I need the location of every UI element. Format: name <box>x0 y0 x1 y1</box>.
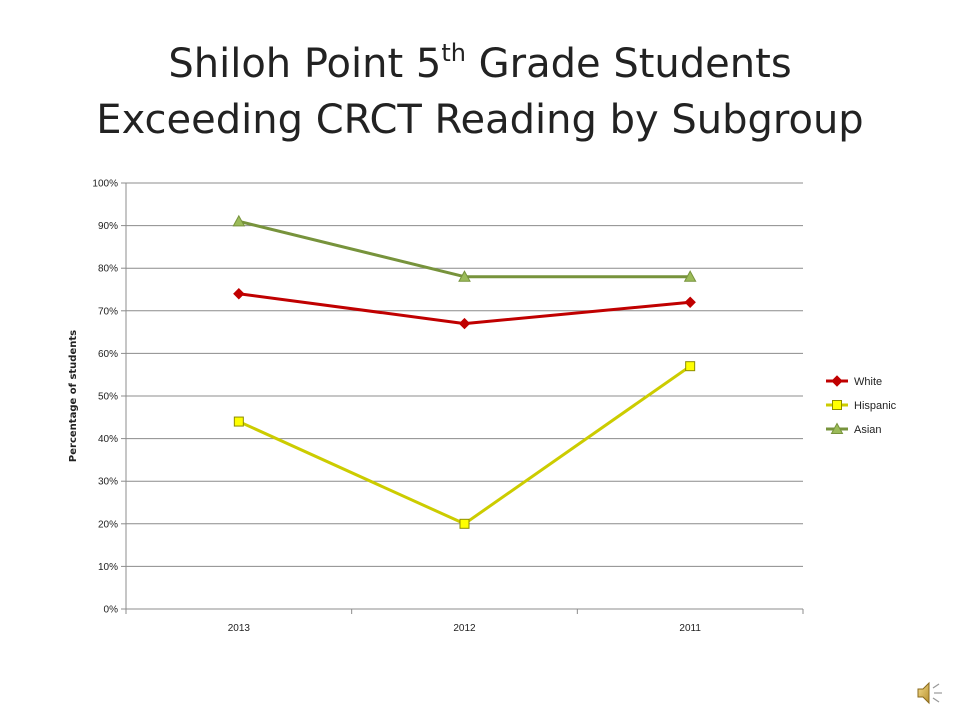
legend-label-white: White <box>854 376 882 388</box>
series-asian <box>232 214 697 282</box>
title-line-1: Shiloh Point 5th Grade Students <box>168 39 792 87</box>
legend-item-hispanic: Hispanic <box>826 400 897 412</box>
y-tick-label: 90% <box>98 221 118 232</box>
legend-label-asian: Asian <box>854 424 882 436</box>
y-tick-label: 10% <box>98 562 118 573</box>
page-title: Shiloh Point 5th Grade Students Exceedin… <box>0 36 960 148</box>
series-hispanic <box>233 361 696 529</box>
legend-item-white: White <box>826 375 882 388</box>
y-tick-label: 60% <box>98 349 118 360</box>
data-point-white <box>684 296 696 308</box>
legend-marker-hispanic <box>832 400 842 410</box>
data-point-asian <box>683 270 697 282</box>
chart-axes: 0% 10% 20% 30% 40% 50% 60% 70% 80% 90% 100% 2013 201… <box>68 179 804 634</box>
chart-legend: White Hispanic Asian <box>826 375 897 436</box>
data-point-hispanic <box>685 361 696 372</box>
series-white <box>233 288 696 330</box>
data-point-white <box>233 288 245 300</box>
y-tick-label: 70% <box>98 306 118 317</box>
series-line-hispanic <box>238 364 692 526</box>
legend-label-hispanic: Hispanic <box>854 400 897 412</box>
legend-item-asian: Asian <box>826 422 882 436</box>
chart-gridlines <box>126 182 803 610</box>
legend-marker-white <box>831 375 843 387</box>
title-line-2: Exceeding CRCT Reading by Subgroup <box>96 97 864 143</box>
y-axis-label: Percentage of students <box>68 330 79 462</box>
y-tick-label: 30% <box>98 477 118 488</box>
y-tick-label: 100% <box>92 179 118 190</box>
x-tick-label: 2012 <box>453 623 476 634</box>
data-point-asian <box>458 270 471 282</box>
y-tick-label: 40% <box>98 434 118 445</box>
data-point-white <box>458 317 471 330</box>
y-tick-label: 20% <box>98 519 118 530</box>
speaker-icon[interactable] <box>912 676 946 710</box>
chart-series <box>232 214 697 529</box>
data-point-asian <box>232 214 246 227</box>
legend-marker-asian <box>830 422 844 434</box>
y-tick-label: 0% <box>104 605 119 616</box>
data-point-hispanic <box>459 518 470 529</box>
y-tick-label: 50% <box>98 392 118 403</box>
x-tick-label: 2013 <box>228 623 251 634</box>
x-tick-label: 2011 <box>679 623 701 634</box>
y-tick-label: 80% <box>98 264 118 275</box>
data-point-hispanic <box>233 416 244 427</box>
